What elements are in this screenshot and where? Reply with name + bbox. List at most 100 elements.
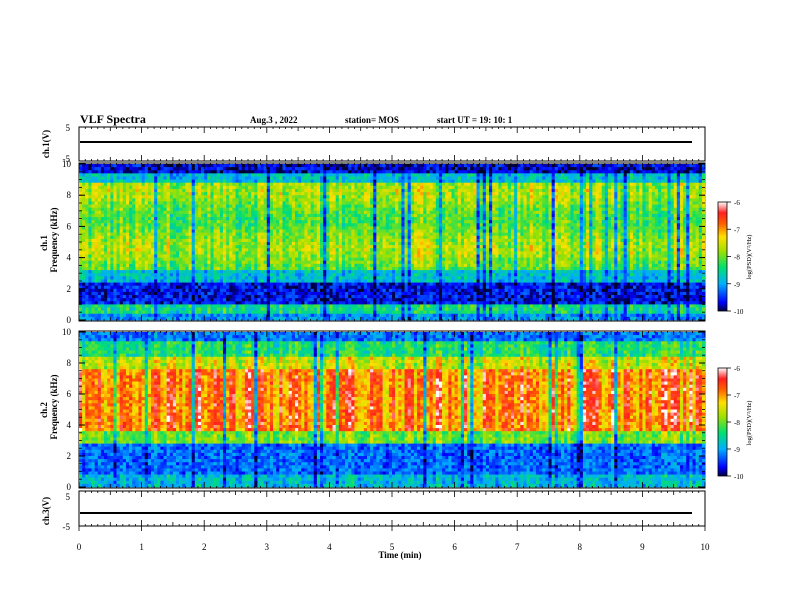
ch1-spectrogram-cell	[307, 176, 311, 180]
ch1-spectrogram-cell	[473, 226, 477, 230]
ch1-spectrogram-cell	[473, 204, 477, 208]
ch1-spectrogram-cell	[91, 198, 95, 202]
ch1-spectrogram-cell	[82, 164, 86, 168]
ch1-spectrogram-cell	[119, 204, 124, 208]
ch1-spectrogram-cell	[335, 173, 340, 177]
ch1-spectrogram-cell	[316, 170, 321, 174]
ch1-spectrogram-cell	[683, 179, 687, 184]
ch1-spectrogram-cell	[579, 210, 584, 215]
ch1-spectrogram-cell	[260, 176, 264, 180]
ch1-spectrogram-cell	[467, 204, 471, 208]
ch1-spectrogram-cell	[548, 173, 552, 177]
ch1-spectrogram-cell	[535, 192, 540, 196]
ch1-spectrogram-cell	[226, 188, 230, 193]
ch1-spectrogram-cell	[304, 182, 308, 187]
ch1-spectrogram-cell	[445, 204, 449, 208]
ch1-spectrogram-cell	[457, 195, 462, 199]
ch1-spectrogram-cell	[664, 226, 668, 230]
ch1-spectrogram-cell	[476, 201, 480, 205]
ch1-spectrogram-cell	[623, 213, 628, 218]
ch1-spectrogram-cell	[313, 185, 318, 190]
ch1-spectrogram-cell	[341, 235, 346, 240]
ch1-spectrogram-cell	[551, 207, 556, 212]
ch1-spectrogram-cell	[104, 226, 108, 230]
ch1-spectrogram-cell	[611, 179, 615, 184]
ch1-spectrogram-cell	[392, 232, 396, 237]
ch1-spectrogram-cell	[445, 232, 449, 237]
ch1-spectrogram-cell	[179, 192, 183, 196]
ch1-spectrogram-cell	[489, 195, 493, 199]
ch1-spectrogram-cell	[279, 226, 283, 230]
ch1-spectrogram-cell	[244, 235, 249, 240]
ch1-spectrogram-cell	[104, 195, 108, 199]
ch1-spectrogram-cell	[526, 164, 531, 168]
ch1-spectrogram-cell	[404, 232, 408, 237]
ch1-spectrogram-cell	[542, 201, 546, 205]
ch1-spectrogram-cell	[332, 201, 336, 205]
ch1-spectrogram-cell	[520, 207, 524, 212]
ch1-spectrogram-cell	[366, 210, 371, 215]
ch1-spectrogram-cell	[163, 198, 167, 202]
ch1-spectrogram-cell	[442, 223, 446, 227]
ch1-spectrogram-cell	[326, 210, 330, 215]
ch1-spectrogram-cell	[554, 164, 559, 168]
ch1-spectrogram-cell	[545, 198, 549, 202]
ch1-spectrogram-cell	[679, 201, 684, 205]
ch1-spectrogram-cell	[542, 210, 546, 215]
ch1-spectrogram-cell	[395, 210, 399, 215]
ch1-spectrogram-cell	[132, 217, 136, 221]
ch1-spectrogram-cell	[216, 170, 221, 174]
ch1-spectrogram-cell	[492, 235, 496, 240]
ch1-spectrogram-cell	[370, 176, 374, 180]
ch1-spectrogram-cell	[100, 192, 105, 196]
ch1-spectrogram-cell	[326, 220, 330, 224]
ch1-spectrogram-cell	[357, 207, 361, 212]
ch1-spectrogram-cell	[507, 167, 512, 171]
ch1-spectrogram-cell	[257, 204, 261, 208]
ch1-spectrogram-cell	[498, 223, 502, 227]
ch1-spectrogram-cell	[238, 182, 243, 187]
ch1-spectrogram-cell	[595, 185, 599, 190]
ch1-spectrogram-cell	[454, 207, 459, 212]
ch1-spectrogram-cell	[535, 170, 540, 174]
ch1-spectrogram-cell	[282, 201, 286, 205]
ch1-spectrogram-cell	[348, 229, 352, 233]
ch1-spectrogram-cell	[523, 164, 527, 168]
ch1-spectrogram-cell	[520, 173, 524, 177]
ch1-spectrogram-cell	[288, 220, 293, 224]
ch1-spectrogram-cell	[338, 229, 343, 233]
ch1-spectrogram-cell	[129, 170, 133, 174]
ch1-spectrogram-cell	[523, 217, 527, 221]
ch1-spectrogram-cell	[254, 164, 258, 168]
ch1-spectrogram-cell	[254, 235, 258, 240]
ch1-spectrogram-cell	[438, 210, 443, 215]
ch1-spectrogram-cell	[589, 179, 593, 184]
ch1-spectrogram-cell	[404, 235, 408, 240]
ch1-spectrogram-cell	[661, 176, 665, 180]
ch1-spectrogram-cell	[238, 226, 243, 230]
ch1-spectrogram-cell	[251, 176, 255, 180]
ch1-spectrogram-cell	[122, 188, 127, 193]
ch1-spectrogram-cell	[551, 229, 556, 233]
ch1-spectrogram-cell	[354, 210, 358, 215]
ch1-spectrogram-cell	[85, 226, 89, 230]
ch1-spectrogram-cell	[623, 195, 628, 199]
ch1-spectrogram-cell	[216, 210, 221, 215]
ch1-spectrogram-cell	[604, 176, 609, 180]
ch1-spectrogram-cell	[269, 235, 274, 240]
ch1-spectrogram-cell	[654, 167, 659, 171]
ch1-spectrogram-cell	[401, 182, 405, 187]
ch1-spectrogram-cell	[398, 229, 402, 233]
ch1-spectrogram-cell	[654, 170, 659, 174]
ch1-spectrogram-cell	[351, 195, 355, 199]
ch1-spectrogram-cell	[570, 201, 574, 205]
ch1-spectrogram-cell	[567, 220, 571, 224]
ch1-spectrogram-cell	[260, 182, 264, 187]
ch1-spectrogram-cell	[413, 167, 418, 171]
ch1-spectrogram-cell	[451, 226, 455, 230]
ch1-spectrogram-cell	[554, 232, 559, 237]
ch1-spectrogram-cell	[276, 182, 280, 187]
ch1-spectrogram-cell	[201, 198, 205, 202]
ch1-spectrogram-cell	[567, 226, 571, 230]
ch1-spectrogram-cell	[683, 167, 687, 171]
